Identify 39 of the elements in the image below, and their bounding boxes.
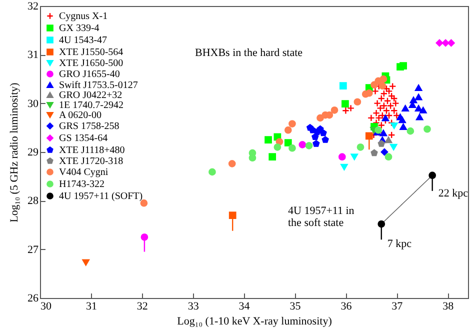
y-tick-label: 27 [28, 244, 39, 256]
x-tick-label: 36 [340, 300, 352, 312]
legend-label: Cygnus X-1 [59, 11, 108, 22]
legend-label: XTE J1118+480 [59, 145, 125, 156]
annotation: 7 kpc [387, 238, 412, 250]
legend-label: V404 Cygni [59, 167, 108, 178]
y-tick-label: 30 [28, 98, 39, 110]
x-axis-title: Log₁₀ (1-10 keV X-ray luminosity) [177, 316, 332, 328]
legend-label: GRO J1655-40 [59, 69, 120, 80]
legend-label: H1743-322 [59, 179, 105, 190]
legend-label: XTE J1720-318 [59, 156, 124, 167]
legend-label: 4U 1543-47 [59, 35, 108, 46]
x-tick-label: 30 [40, 300, 52, 312]
legend-label: Swift J1753.5-0127 [59, 80, 138, 91]
legend-label: GRO J0422+32 [59, 90, 122, 101]
legend-label: GX 339-4 [59, 23, 100, 34]
annotation: BHXBs in the hard state [195, 47, 303, 59]
legend-label: XTE J1650-500 [59, 58, 124, 69]
legend-label: A 0620-00 [59, 110, 102, 121]
y-tick-label: 32 [28, 0, 38, 12]
legend-label: XTE J1550-564 [59, 47, 124, 58]
y-tick-label: 26 [28, 292, 39, 304]
x-tick-label: 32 [136, 300, 148, 312]
annotation: 22 kpc [438, 187, 468, 200]
x-tick-label: 31 [86, 300, 97, 312]
x-tick-label: 33 [188, 300, 200, 312]
x-tick-label: 34 [238, 300, 250, 312]
legend-label: 1E 1740.7-2942 [59, 100, 124, 111]
y-tick-label: 31 [28, 49, 38, 62]
y-tick-label: 29 [28, 146, 39, 158]
legend-label: GS 1354-64 [59, 133, 108, 144]
legend-label: 4U 1957+11 (SOFT) [59, 191, 143, 202]
legend-label: GRS 1758-258 [59, 121, 120, 132]
x-tick-label: 35 [290, 300, 302, 312]
y-axis-title: Log₁₀ (5 GHz radio luminosity) [8, 82, 20, 222]
x-tick-label: 38 [442, 300, 454, 312]
x-tick-label: 37 [392, 300, 404, 312]
y-tick-label: 28 [28, 195, 39, 208]
annotation: 4U 1957+11 in the soft state [288, 205, 355, 229]
